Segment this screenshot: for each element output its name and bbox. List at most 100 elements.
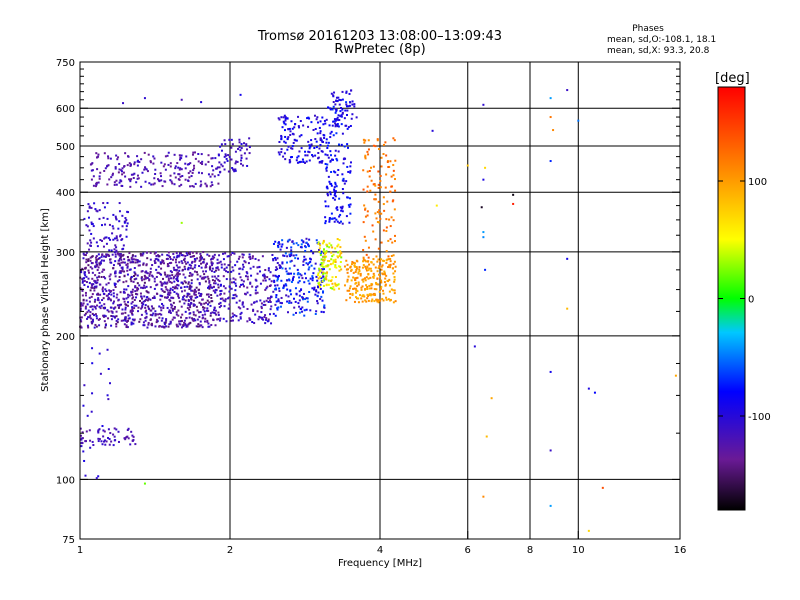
echo-point: [361, 278, 364, 281]
echo-point: [169, 311, 172, 314]
echo-point: [106, 217, 109, 220]
echo-point: [214, 269, 217, 272]
echo-point: [214, 288, 217, 291]
echo-point: [122, 253, 125, 256]
echo-point: [191, 273, 194, 276]
echo-point: [286, 272, 289, 275]
echo-point: [126, 429, 129, 432]
echo-point: [340, 209, 343, 212]
echo-point: [219, 317, 222, 320]
echo-point: [218, 319, 221, 322]
echo-point: [296, 268, 299, 271]
echo-point: [96, 168, 99, 171]
echo-point: [88, 229, 91, 232]
echo-point: [327, 175, 330, 178]
echo-point: [275, 266, 278, 269]
echo-point: [169, 287, 172, 290]
echo-point: [185, 262, 188, 265]
echo-point: [355, 268, 358, 271]
echo-point: [274, 256, 277, 259]
echo-point: [325, 251, 328, 254]
echo-point: [236, 160, 239, 163]
echo-point: [336, 173, 339, 176]
echo-point: [179, 320, 182, 323]
echo-point: [142, 287, 145, 290]
echo-point: [370, 269, 373, 272]
echo-point: [136, 259, 139, 262]
echo-point: [356, 276, 359, 279]
echo-point: [115, 183, 118, 186]
echo-point: [164, 180, 167, 183]
echo-point: [217, 286, 220, 289]
echo-point: [215, 277, 218, 280]
echo-point: [237, 306, 240, 309]
echo-point: [114, 272, 117, 275]
echo-point: [351, 260, 354, 263]
echo-point: [289, 289, 292, 292]
echo-point: [366, 170, 369, 173]
echo-point: [207, 277, 210, 280]
echo-point: [393, 139, 396, 142]
echo-point: [391, 267, 394, 270]
echo-point: [98, 428, 101, 431]
echo-point: [114, 275, 117, 278]
echo-point: [178, 320, 181, 323]
echo-point: [365, 253, 368, 256]
echo-point: [95, 325, 98, 328]
echo-point: [82, 302, 85, 305]
echo-point: [84, 266, 87, 269]
echo-point: [154, 310, 157, 313]
echo-point: [245, 144, 248, 147]
echo-point: [286, 240, 289, 243]
echo-point: [260, 307, 263, 310]
echo-point: [220, 149, 223, 152]
echo-point: [345, 259, 348, 262]
echo-point: [341, 108, 344, 111]
echo-point: [149, 251, 152, 254]
echo-point: [389, 266, 392, 269]
echo-point: [241, 268, 244, 271]
echo-point: [322, 284, 325, 287]
echo-point: [385, 274, 388, 277]
echo-point: [193, 266, 196, 269]
echo-point: [323, 253, 326, 256]
echo-point: [114, 215, 117, 218]
echo-point: [549, 97, 552, 100]
echo-point: [79, 287, 82, 290]
echo-point: [290, 156, 293, 159]
y-tick-label: 300: [56, 248, 75, 259]
echo-point: [109, 238, 112, 241]
echo-point: [379, 287, 382, 290]
echo-point: [108, 178, 111, 181]
echo-point: [128, 252, 131, 255]
echo-point: [393, 280, 396, 283]
echo-point: [359, 294, 362, 297]
echo-point: [377, 247, 380, 250]
echo-point: [363, 139, 366, 142]
echo-point: [186, 285, 189, 288]
echo-point: [105, 294, 108, 297]
echo-point: [299, 307, 302, 310]
echo-point: [99, 307, 102, 310]
echo-point: [177, 173, 180, 176]
echo-point: [118, 257, 121, 260]
echo-point: [110, 249, 113, 252]
echo-point: [392, 289, 395, 292]
echo-point: [170, 296, 173, 299]
echo-point: [93, 289, 96, 292]
echo-point: [295, 293, 298, 296]
echo-point: [304, 277, 307, 280]
echo-point: [170, 303, 173, 306]
echo-point: [119, 264, 122, 267]
echo-point: [296, 156, 299, 159]
echo-point: [251, 321, 254, 324]
echo-point: [387, 166, 390, 169]
echo-point: [319, 132, 322, 135]
echo-point: [274, 258, 277, 261]
echo-point: [347, 105, 350, 108]
echo-point: [264, 279, 267, 282]
echo-point: [136, 274, 139, 277]
echo-point: [177, 325, 180, 328]
echo-point: [178, 254, 181, 257]
echo-point: [277, 300, 280, 303]
